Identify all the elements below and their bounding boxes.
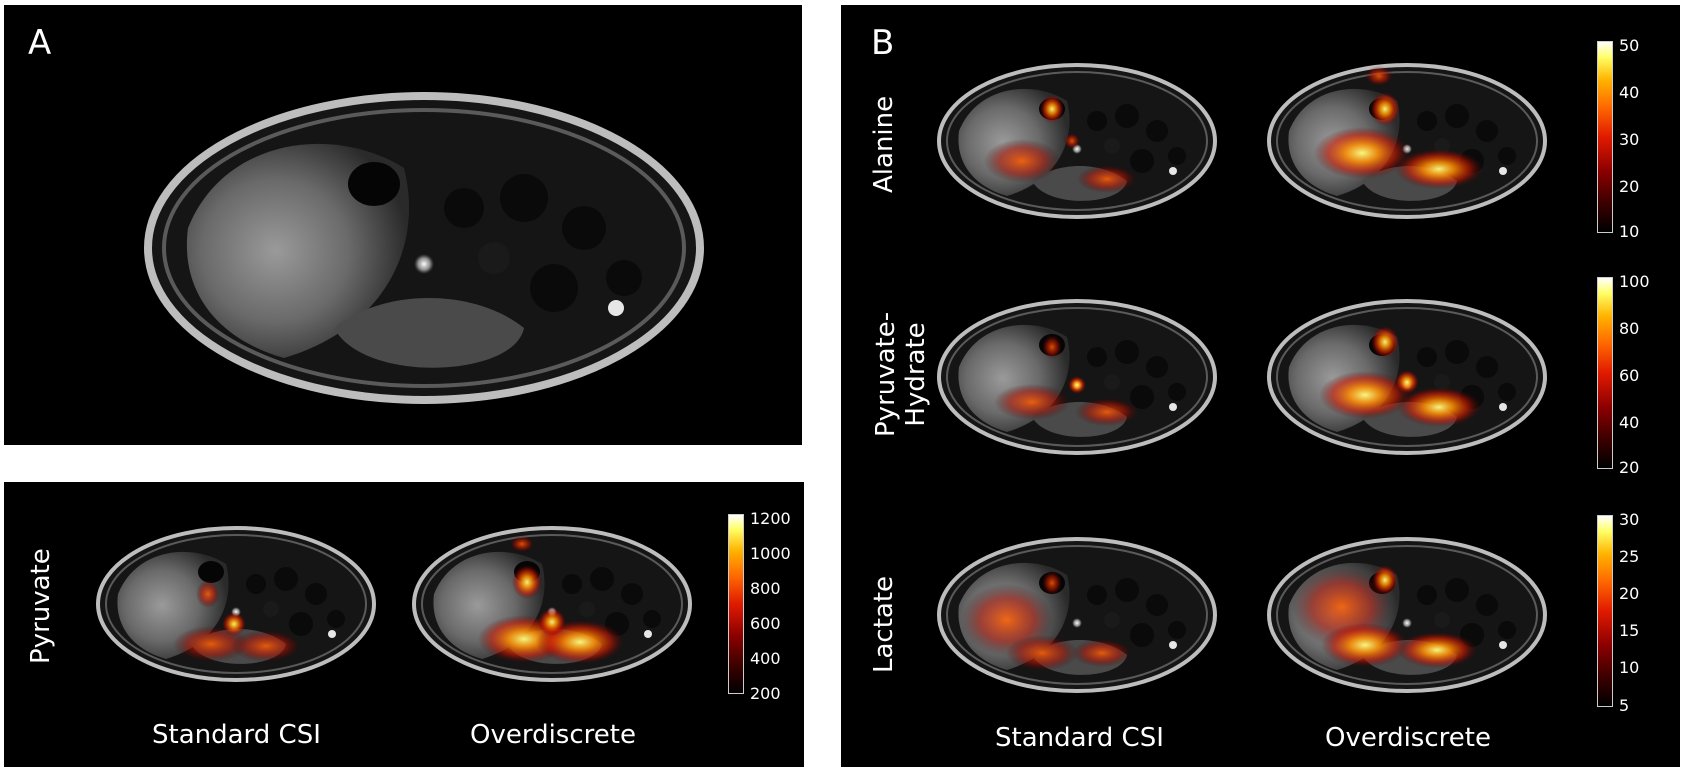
pyruvate-tick-4: 400 [750, 649, 781, 668]
alanine-tick-4: 10 [1619, 222, 1640, 241]
alanine-tick-0: 50 [1619, 36, 1640, 55]
pyruvate-hydrate-tick-0: 100 [1619, 272, 1650, 291]
alanine-standard-csi-image [937, 63, 1217, 219]
alanine-tick-3: 20 [1619, 177, 1640, 196]
panel-a-letter: A [28, 23, 52, 63]
panel-b-letter: B [871, 23, 895, 63]
pyruvate-hydrate-tick-1: 80 [1619, 319, 1640, 338]
pyruvate-tick-0: 1200 [750, 509, 791, 528]
panel-b-col-label-overdiscrete: Overdiscrete [1325, 723, 1491, 753]
panel-pyruvate: Pyruvate 1200 1000 800 600 400 200 Stand… [4, 482, 804, 767]
alanine-row-label: Alanine [869, 95, 899, 193]
pyruvate-tick-5: 200 [750, 684, 781, 703]
pyruvate-tick-3: 600 [750, 614, 781, 633]
pyruvate-hydrate-tick-2: 60 [1619, 366, 1640, 385]
pyruvate-colorbar [728, 514, 744, 694]
lactate-standard-csi-image [937, 537, 1217, 693]
pyruvate-tick-1: 1000 [750, 544, 791, 563]
lactate-row-label: Lactate [869, 575, 899, 673]
pyruvate-tick-2: 800 [750, 579, 781, 598]
lactate-tick-5: 5 [1619, 696, 1630, 715]
alanine-tick-1: 40 [1619, 83, 1640, 102]
pyruvate-hydrate-overdiscrete-image [1267, 299, 1547, 455]
pyruvate-standard-csi-image [96, 526, 376, 682]
pyruvate-hydrate-colorbar [1597, 277, 1613, 469]
panel-b-col-label-standard-csi: Standard CSI [995, 723, 1164, 753]
lactate-tick-2: 20 [1619, 584, 1640, 603]
pyruvate-hydrate-standard-csi-image [937, 299, 1217, 455]
lactate-tick-4: 10 [1619, 658, 1640, 677]
pyruvate-hydrate-tick-4: 20 [1619, 458, 1640, 477]
pyruvate-row-label: Pyruvate [26, 548, 56, 664]
alanine-tick-2: 30 [1619, 130, 1640, 149]
pyruvate-hydrate-row-label: Pyruvate- Hydrate [871, 311, 931, 437]
alanine-colorbar [1597, 41, 1613, 233]
pyruvate-col-label-overdiscrete: Overdiscrete [470, 720, 636, 750]
panel-a: A [4, 5, 802, 445]
lactate-tick-1: 25 [1619, 547, 1640, 566]
alanine-overdiscrete-image [1267, 63, 1547, 219]
pyruvate-hydrate-tick-3: 40 [1619, 413, 1640, 432]
pyruvate-overdiscrete-image [412, 526, 692, 682]
panel-b: B Alanine 50 40 30 20 10 Pyruvate- Hydra… [841, 5, 1680, 767]
lactate-tick-3: 15 [1619, 621, 1640, 640]
lactate-colorbar [1597, 515, 1613, 707]
lactate-tick-0: 30 [1619, 510, 1640, 529]
lactate-overdiscrete-image [1267, 537, 1547, 693]
pyruvate-col-label-standard-csi: Standard CSI [152, 720, 321, 750]
large-anatomical-mri-image [144, 83, 704, 413]
